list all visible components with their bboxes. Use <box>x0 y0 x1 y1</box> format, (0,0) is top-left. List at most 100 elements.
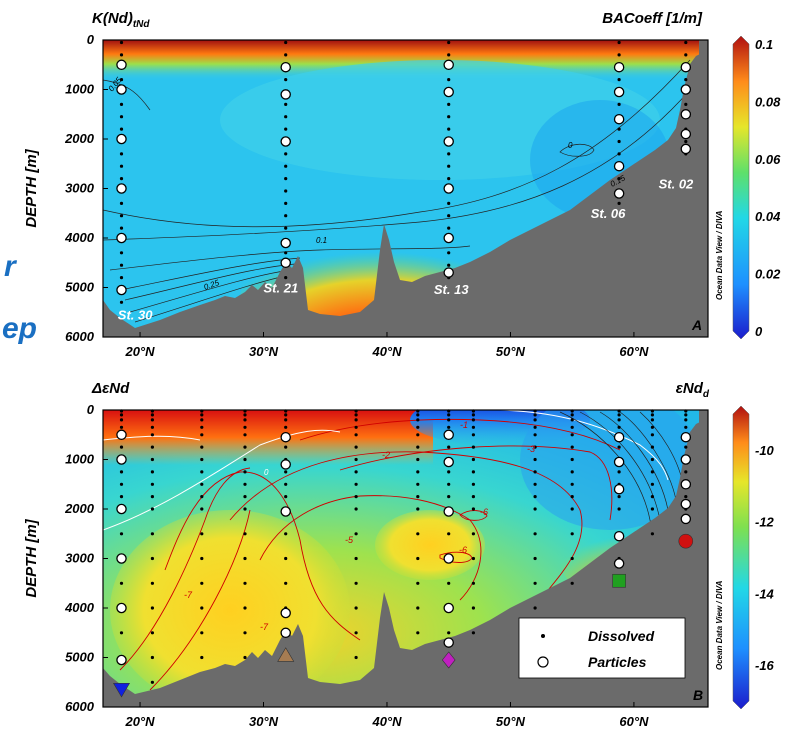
dissolved-point <box>119 40 124 45</box>
particle-point <box>116 602 127 614</box>
dissolved-point <box>617 53 621 57</box>
side-text-bottom: ep <box>2 312 37 345</box>
panel-a-colorbar-tick: 0.1 <box>755 37 773 52</box>
dissolved-point <box>416 425 420 429</box>
dissolved-point <box>684 418 688 422</box>
dissolved-point <box>284 177 288 181</box>
dissolved-point <box>119 127 124 131</box>
dissolved-point <box>447 214 451 218</box>
particle-point <box>280 136 291 147</box>
dissolved-point <box>284 445 288 449</box>
dissolved-point <box>447 418 451 422</box>
dissolved-point <box>150 413 154 417</box>
dissolved-point <box>533 413 537 417</box>
panel-a-stations <box>116 40 692 304</box>
panel-a-contour-label: 0.1 <box>316 236 327 245</box>
panel-a-ytick-label: 5000 <box>65 280 95 295</box>
dissolved-point <box>684 409 688 413</box>
dissolved-point <box>447 631 451 635</box>
panel-b-ytick-label: 3000 <box>65 551 95 566</box>
panel-b-colorbar <box>732 405 750 710</box>
dissolved-point <box>447 445 451 449</box>
dissolved-point <box>570 418 574 422</box>
particle-point <box>613 431 625 443</box>
dissolved-point <box>150 470 154 474</box>
legend-dissolved-label: Dissolved <box>588 628 655 644</box>
panel-a-station-labels: St. 30 St. 21 St. 13 St. 06 St. 02 <box>118 177 694 323</box>
dissolved-point <box>200 445 204 449</box>
dissolved-point <box>570 532 574 536</box>
dissolved-point <box>533 470 537 474</box>
panel-a-ytick-label: 4000 <box>64 230 95 245</box>
dissolved-point <box>617 445 621 449</box>
panel-a-watermark: Ocean Data View / DIVA <box>715 210 724 300</box>
dissolved-point <box>119 418 124 422</box>
dissolved-point <box>416 433 420 437</box>
dissolved-point <box>243 482 247 486</box>
dissolved-point <box>650 433 655 437</box>
dissolved-point <box>447 115 451 119</box>
dissolved-point <box>284 532 288 536</box>
dissolved-point <box>650 532 655 536</box>
dissolved-point <box>684 53 688 57</box>
panel-b-ytick-label: 1000 <box>65 452 95 467</box>
panel-b-title-left: ΔεNd <box>91 380 130 397</box>
dissolved-point <box>650 409 655 413</box>
dissolved-point <box>447 53 451 57</box>
dissolved-point <box>243 409 247 413</box>
dissolved-point <box>119 425 124 429</box>
dissolved-point <box>447 40 451 45</box>
dissolved-point <box>150 418 154 422</box>
dissolved-point <box>617 139 621 144</box>
dissolved-point <box>354 556 358 561</box>
dissolved-point <box>284 189 288 193</box>
dissolved-point <box>617 127 621 131</box>
dissolved-point <box>650 413 655 417</box>
dissolved-point <box>617 425 621 429</box>
particle-point <box>280 257 291 269</box>
dissolved-point <box>284 226 288 230</box>
dissolved-point <box>416 409 420 413</box>
dissolved-point <box>447 413 451 417</box>
dissolved-point <box>150 482 154 486</box>
dissolved-point <box>243 418 247 422</box>
dissolved-point <box>447 164 451 168</box>
particle-point <box>280 459 291 470</box>
dissolved-point <box>200 418 204 422</box>
dissolved-point <box>617 78 621 82</box>
circle-marker <box>678 533 694 549</box>
dissolved-point <box>284 482 288 486</box>
particle-point <box>443 637 454 648</box>
dissolved-point <box>617 409 621 413</box>
legend-particles-marker <box>537 656 549 668</box>
dissolved-point <box>284 78 288 82</box>
dissolved-point <box>119 214 124 218</box>
particle-point <box>116 429 127 441</box>
panel-a-xtick-label: 60°N <box>619 344 649 359</box>
particle-point <box>613 483 625 495</box>
dissolved-point <box>150 581 154 585</box>
dissolved-point <box>243 413 247 417</box>
particle-point <box>443 456 454 468</box>
panel-a-ytick-label: 0 <box>87 32 95 47</box>
panel-b-ytick-label: 0 <box>87 402 95 417</box>
dissolved-point <box>119 495 124 499</box>
particle-point <box>280 627 291 639</box>
dissolved-point <box>284 251 288 255</box>
dissolved-point <box>150 445 154 449</box>
dissolved-point <box>354 606 358 610</box>
dissolved-point <box>354 655 358 660</box>
dissolved-point <box>570 482 574 486</box>
legend-particles-label: Particles <box>588 654 647 670</box>
dissolved-point <box>533 409 537 413</box>
dissolved-point <box>284 164 288 168</box>
dissolved-point <box>200 631 204 635</box>
dissolved-point <box>533 482 537 486</box>
dissolved-point <box>243 655 247 660</box>
particle-point <box>116 284 127 296</box>
dissolved-point <box>570 425 574 429</box>
dissolved-point <box>284 581 288 585</box>
panel-b-legend: Dissolved Particles <box>518 617 686 679</box>
dissolved-point <box>471 556 475 561</box>
panel-b-contour-label: -5 <box>345 535 354 545</box>
